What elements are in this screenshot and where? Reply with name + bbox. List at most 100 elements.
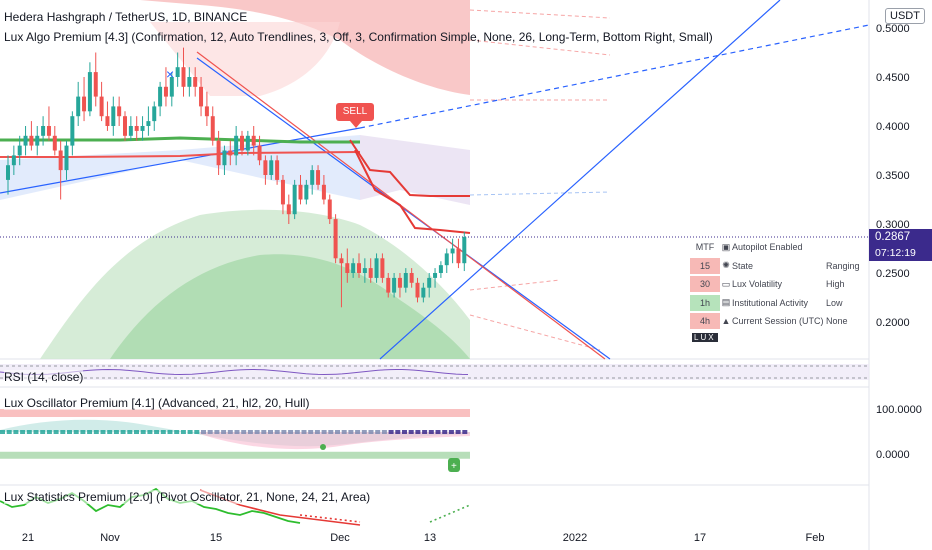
osc-histogram-bar	[415, 430, 421, 434]
candle-body	[82, 96, 87, 112]
osc-histogram-bar	[46, 430, 52, 434]
candle-body	[169, 77, 174, 97]
dashboard-tf-30: 30	[690, 276, 720, 293]
candle-body	[105, 116, 110, 126]
candle-body	[99, 96, 104, 117]
dashboard-row-session: 4h ▲ Current Session (UTC) None	[690, 312, 866, 331]
candle-body	[240, 135, 244, 151]
candle-body	[216, 140, 221, 166]
candle-body	[380, 258, 385, 278]
last-price-tag: 0.2867	[869, 229, 932, 246]
osc-histogram-bar	[194, 430, 200, 434]
candle-body	[46, 126, 51, 136]
candle-body	[251, 135, 256, 146]
osc-histogram-bar	[80, 430, 86, 434]
rsi-pane-label[interactable]: RSI (14, close)	[4, 370, 84, 384]
candle-body	[41, 126, 46, 136]
osc-histogram-bar	[308, 430, 314, 434]
candle-body	[123, 116, 127, 136]
osc-histogram-bar	[147, 430, 153, 434]
osc-histogram-bar	[20, 430, 26, 434]
lower-stop-line	[354, 149, 471, 234]
osc-histogram-bar	[402, 430, 407, 434]
projection-line	[469, 9, 611, 19]
osc-histogram-bar	[274, 430, 280, 434]
osc-histogram-bar	[388, 430, 394, 434]
osc-histogram-bar	[6, 430, 12, 434]
currency-button[interactable]: USDT	[885, 8, 925, 24]
candle-body	[298, 184, 303, 200]
candle-body	[433, 273, 438, 278]
candle-body	[140, 126, 145, 131]
dashboard-row-state: 15 ✺ State Ranging	[690, 257, 866, 276]
candle-body	[52, 135, 57, 151]
osc-histogram-bar	[221, 430, 227, 434]
candle-body	[374, 258, 379, 278]
candle-body	[11, 155, 16, 166]
osc-histogram-bar	[268, 430, 273, 434]
x-tick-label: 17	[694, 532, 706, 544]
projection-line	[469, 39, 611, 56]
dashboard-header-row: MTF ▣ Autopilot Enabled	[690, 238, 866, 257]
candle-body	[199, 86, 204, 107]
candle-body	[357, 263, 361, 273]
osc-histogram-bar	[140, 430, 146, 434]
dashboard-mtf-label: MTF	[695, 242, 715, 253]
osc-histogram-bar	[241, 430, 247, 434]
candle-body	[111, 106, 116, 126]
candle-body	[158, 86, 163, 107]
candle-body	[275, 160, 280, 180]
osc-histogram-bar	[341, 430, 347, 434]
y-tick-label: 0.4000	[876, 121, 910, 133]
candle-body	[415, 282, 420, 298]
candle-body	[58, 150, 63, 171]
x-tick-label: 2022	[563, 532, 587, 544]
candle-body	[304, 184, 309, 200]
sell-signal-label: SELL	[336, 103, 374, 121]
osc-histogram-bar	[381, 430, 387, 434]
cross-marker: ×	[166, 66, 174, 82]
candle-body	[310, 170, 315, 185]
candle-body	[234, 135, 239, 156]
state-icon: ✺	[722, 260, 730, 271]
candle-body	[204, 106, 209, 117]
upper-band	[140, 0, 470, 95]
red-band-line	[0, 151, 361, 158]
candle-body	[339, 258, 344, 264]
osc-histogram-bar	[33, 430, 39, 434]
osc-histogram-bar	[435, 430, 441, 434]
dashboard-value-volatility: High	[826, 279, 845, 290]
indicator-title[interactable]: Lux Algo Premium [4.3] (Confirmation, 12…	[4, 30, 713, 44]
dashboard-label-institutional: Institutional Activity	[732, 297, 809, 308]
candle-body	[70, 116, 75, 146]
y-tick-label: 0.5000	[876, 23, 910, 35]
osc-histogram-bar	[408, 430, 414, 434]
oscillator-pane-label[interactable]: Lux Oscillator Premium [4.1] (Advanced, …	[4, 396, 310, 410]
support-trendline	[0, 127, 361, 194]
osc-oversold-zone	[0, 451, 470, 459]
candle-body	[292, 184, 297, 215]
osc-histogram-bar	[53, 430, 59, 434]
candle-body	[403, 273, 408, 288]
candle-body	[134, 126, 139, 131]
dashboard-label-session: Current Session (UTC)	[732, 316, 824, 327]
upper-band-inner	[150, 22, 340, 96]
candle-body	[450, 248, 455, 254]
dashboard-tf-15: 15	[690, 257, 720, 274]
stats-pane-label[interactable]: Lux Statistics Premium [2.0] (Pivot Osci…	[4, 490, 371, 504]
candle-body	[257, 145, 262, 161]
candle-body	[181, 67, 186, 87]
symbol-title[interactable]: Hedera Hashgraph / TetherUS, 1D, BINANCE	[4, 10, 248, 24]
osc-histogram-bar	[247, 430, 253, 434]
osc-histogram-bar	[254, 430, 260, 434]
stats-red-dots	[299, 514, 361, 523]
y-tick-label: 0.3500	[876, 170, 910, 182]
osc-overbought-zone	[0, 409, 470, 417]
osc-buy-marker-plus: +	[451, 461, 457, 472]
osc-histogram-bar	[201, 430, 206, 434]
candle-body	[368, 268, 373, 278]
candle-body	[269, 160, 274, 175]
candle-body	[222, 150, 227, 166]
